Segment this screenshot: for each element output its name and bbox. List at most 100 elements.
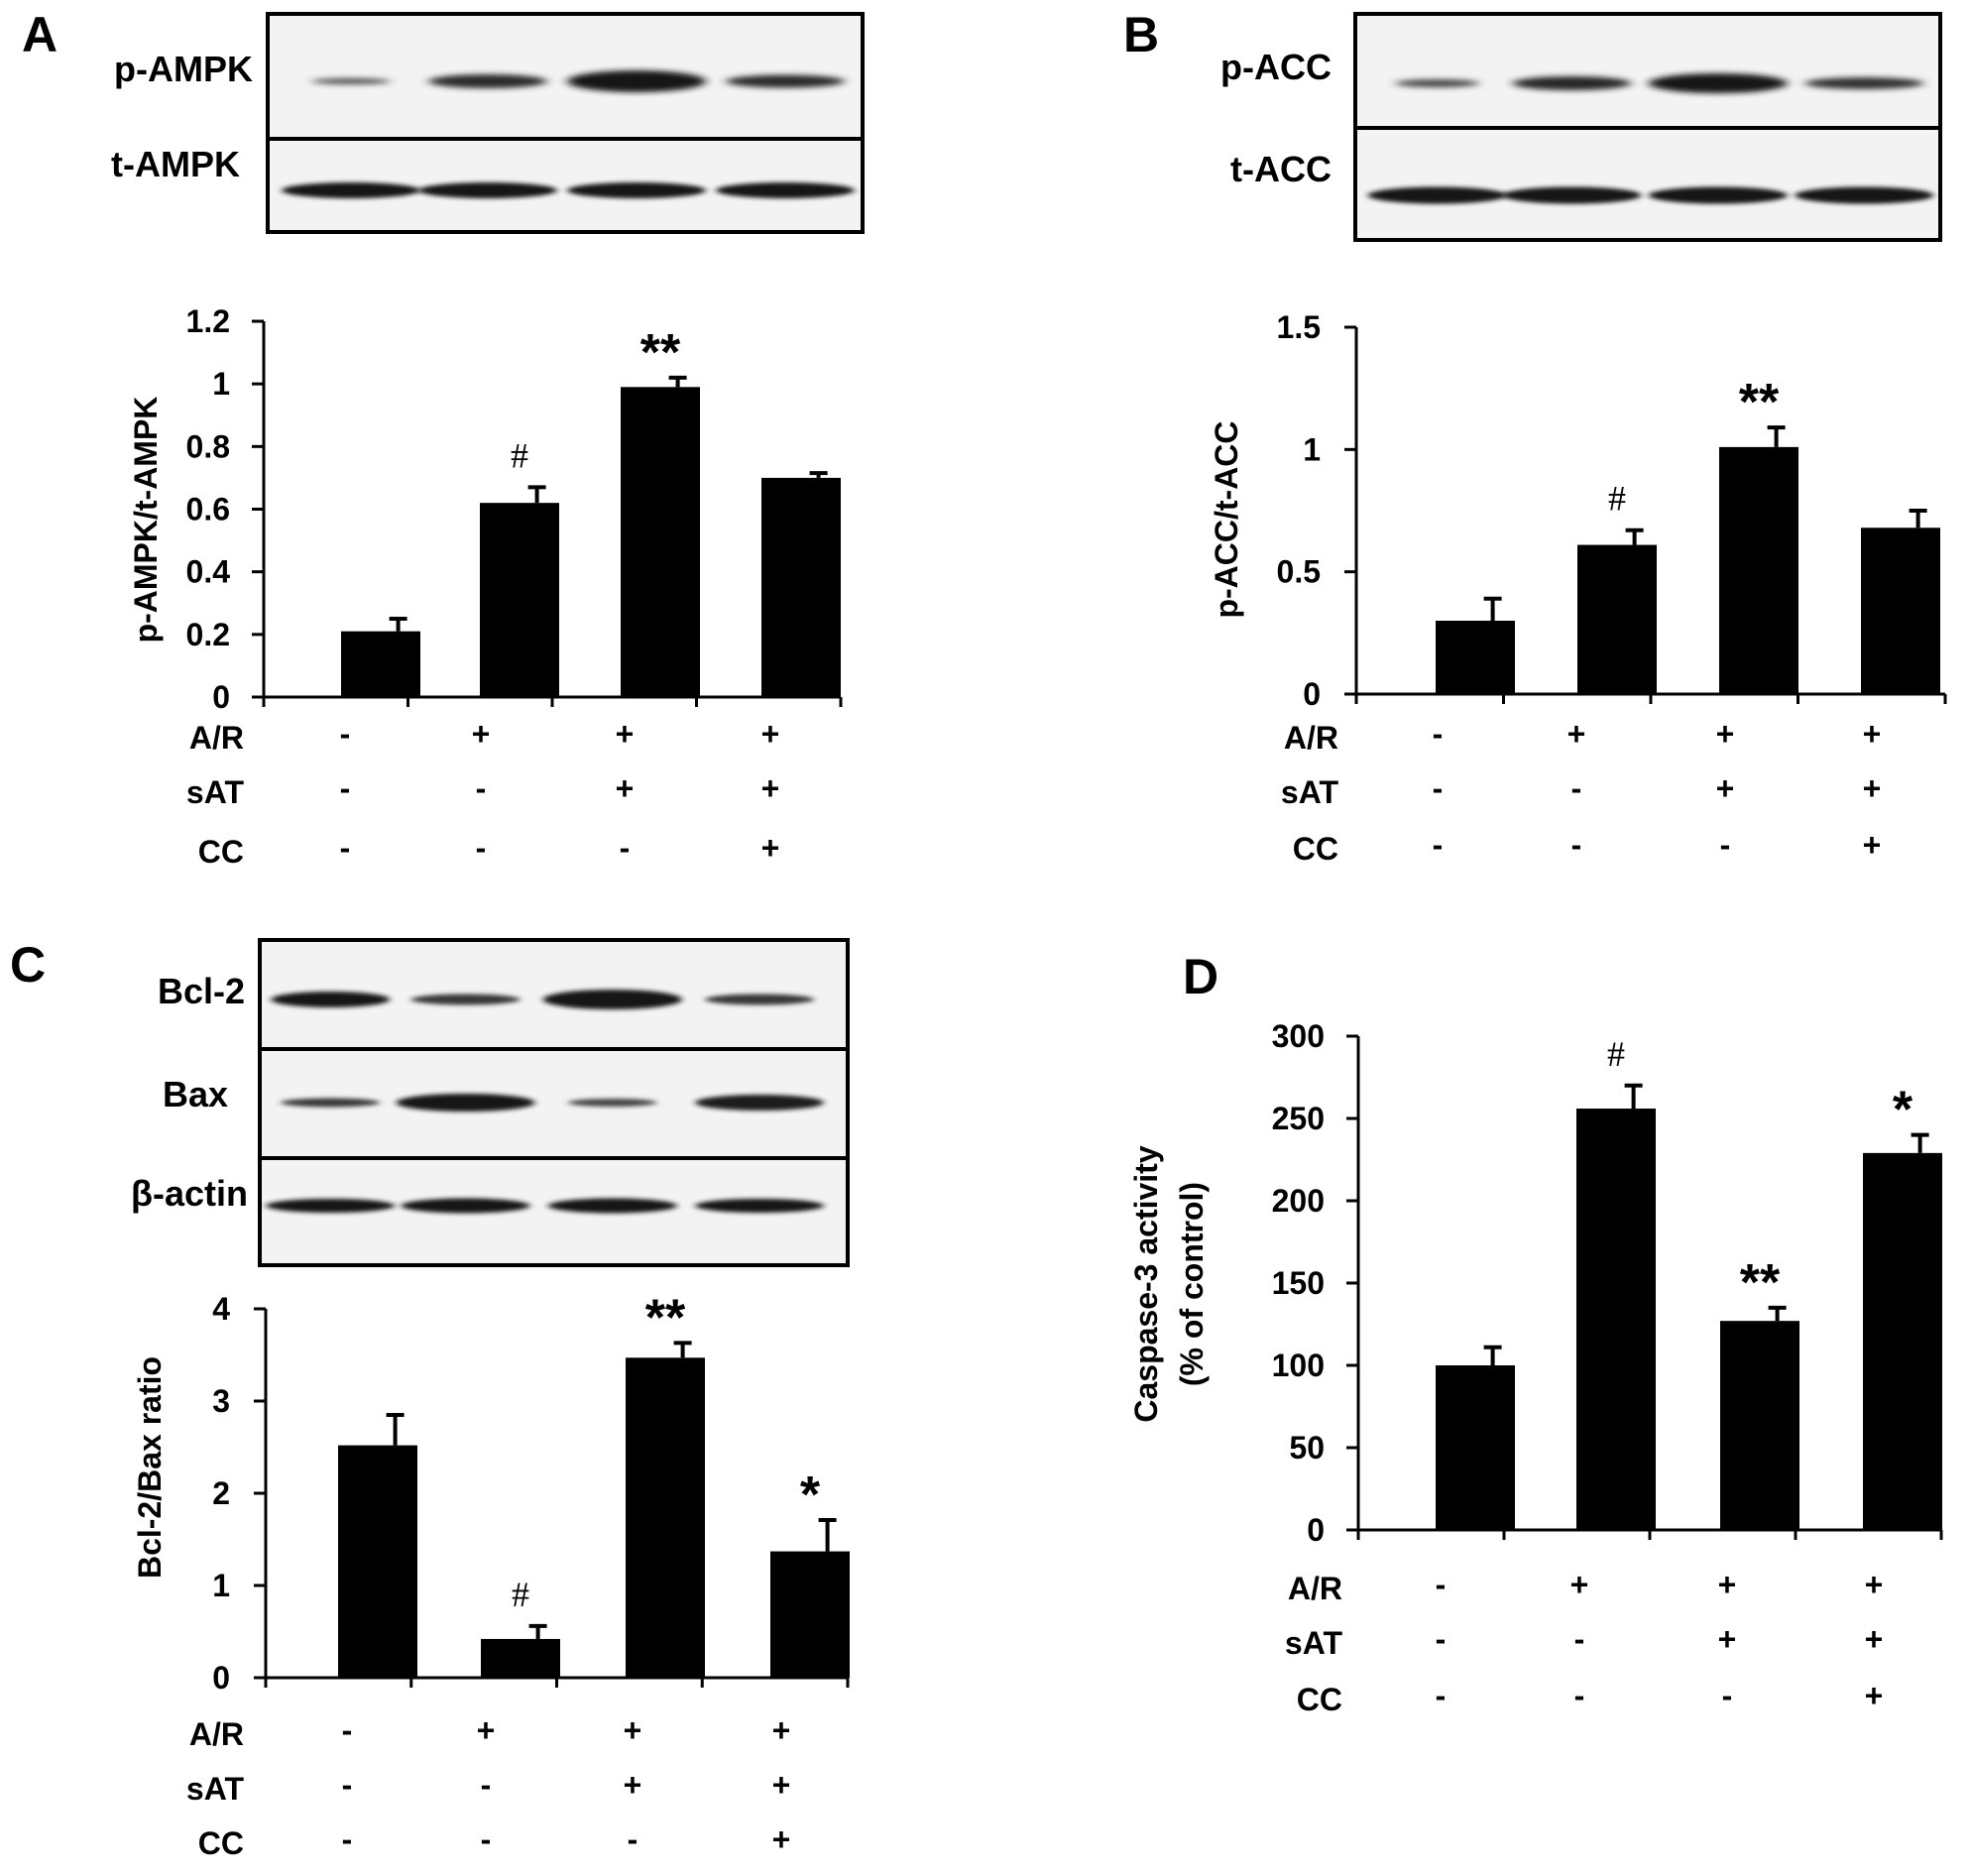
condition-sign: + (1865, 1621, 1884, 1657)
condition-sign: - (1722, 1678, 1733, 1713)
blot-label-bcl2: Bcl-2 (158, 971, 245, 1011)
blot-label-bax: Bax (163, 1074, 228, 1114)
y-tick-label: 150 (1272, 1265, 1325, 1301)
blot-band (695, 1095, 825, 1111)
western-blot-b (1353, 12, 1942, 242)
panel-letter-a: A (22, 7, 58, 62)
significance-mark: # (511, 435, 528, 475)
significance-mark: ** (1739, 374, 1780, 431)
condition-sign: + (1567, 716, 1586, 752)
condition-sign: + (1718, 1567, 1737, 1602)
blot-band (281, 1098, 381, 1108)
y-axis-label-b: p-ACC/t-ACC (1209, 420, 1244, 618)
condition-sign: - (340, 716, 351, 752)
blot-band (396, 1094, 535, 1112)
bar (480, 503, 559, 697)
y-axis-label-a: p-AMPK/t-AMPK (128, 397, 164, 644)
condition-sign: + (477, 1712, 496, 1748)
bar (341, 631, 420, 697)
western-blot-c (258, 938, 850, 1267)
condition-sign: - (481, 1821, 492, 1857)
y-tick-label: 0.2 (186, 617, 230, 652)
bar (1720, 1321, 1799, 1530)
condition-sign: - (1571, 770, 1582, 806)
y-axis-label-d-line1: Caspase-3 activity (1128, 1145, 1164, 1422)
bar (1861, 528, 1940, 694)
condition-sign: + (1863, 770, 1882, 806)
condition-sign: - (340, 830, 351, 866)
significance-mark: # (1608, 479, 1626, 519)
condition-sign: + (761, 770, 780, 806)
y-tick-label: 0 (1307, 1512, 1325, 1548)
blot-band (567, 70, 706, 92)
condition-sign: + (1865, 1567, 1884, 1602)
condition-sign: - (1436, 1678, 1447, 1713)
y-tick-label: 0 (1303, 676, 1321, 712)
blot-band (1648, 186, 1788, 204)
y-tick-label: 0.6 (186, 492, 230, 528)
condition-label: A/R (1284, 720, 1338, 756)
blot-band (266, 1199, 396, 1213)
condition-sign: + (772, 1712, 791, 1748)
condition-label: sAT (186, 774, 245, 810)
significance-mark: ** (1740, 1254, 1781, 1312)
condition-sign: + (772, 1821, 791, 1857)
condition-sign: - (1720, 827, 1731, 863)
bar (621, 387, 700, 697)
blot-label-beta-actin: β-actin (131, 1173, 248, 1214)
y-tick-label: 0 (212, 679, 230, 715)
bar-chart-a: 0 0.2 0.4 0.6 0.8 1 1.2 # ** A/R - + + + sAT - - + + CC - - - + (186, 303, 843, 870)
condition-label: CC (198, 1825, 244, 1861)
condition-sign: + (616, 716, 635, 752)
y-tick-label: 0.5 (1277, 554, 1321, 590)
bar (626, 1357, 705, 1678)
blot-band (695, 1199, 825, 1213)
y-tick-label: 3 (212, 1383, 230, 1419)
blot-band (716, 182, 855, 198)
blot-band (567, 1099, 657, 1107)
condition-sign: + (772, 1767, 791, 1803)
condition-sign: - (481, 1767, 492, 1803)
panel-letter-c: C (10, 937, 46, 993)
blot-band (1367, 186, 1507, 204)
y-tick-label: 0.4 (186, 554, 231, 590)
y-tick-label: 200 (1272, 1183, 1325, 1219)
condition-sign: - (1436, 1567, 1447, 1602)
condition-sign: - (340, 770, 351, 806)
condition-sign: - (1574, 1678, 1585, 1713)
charts-layer: 00.20.40.60.811.2#**A/R - + + +sAT - - + +CC - - - +… (186, 303, 1947, 1861)
blot-band (1512, 76, 1632, 90)
condition-sign: + (761, 830, 780, 866)
condition-label: CC (1293, 831, 1338, 867)
condition-sign: - (628, 1821, 638, 1857)
blot-band (726, 74, 845, 88)
condition-sign: - (342, 1712, 353, 1748)
blot-band (567, 182, 706, 198)
significance-mark: ** (640, 324, 681, 382)
blot-band (410, 994, 521, 1005)
y-tick-label: 1.5 (1277, 309, 1321, 345)
y-tick-label: 2 (212, 1475, 230, 1511)
condition-sign: - (620, 830, 631, 866)
condition-label: sAT (186, 1771, 245, 1807)
condition-label: CC (1297, 1682, 1342, 1717)
bar (1436, 1365, 1515, 1530)
condition-label: A/R (189, 720, 244, 756)
bar (1576, 1109, 1656, 1530)
y-tick-label: 250 (1272, 1101, 1325, 1136)
condition-sign: - (476, 830, 487, 866)
condition-sign: - (342, 1821, 353, 1857)
significance-mark: # (1607, 1034, 1625, 1074)
y-tick-label: 1.2 (186, 303, 230, 339)
condition-sign: + (1716, 716, 1735, 752)
bar (1436, 621, 1515, 694)
blot-label-t-ampk: t-AMPK (111, 144, 240, 184)
significance-mark: # (512, 1575, 529, 1614)
blot-band (1804, 77, 1924, 89)
significance-mark: * (1893, 1082, 1913, 1139)
y-axis-label-d-line2: (% of control) (1174, 1182, 1210, 1386)
condition-sign: - (1433, 716, 1444, 752)
bar (338, 1445, 417, 1678)
